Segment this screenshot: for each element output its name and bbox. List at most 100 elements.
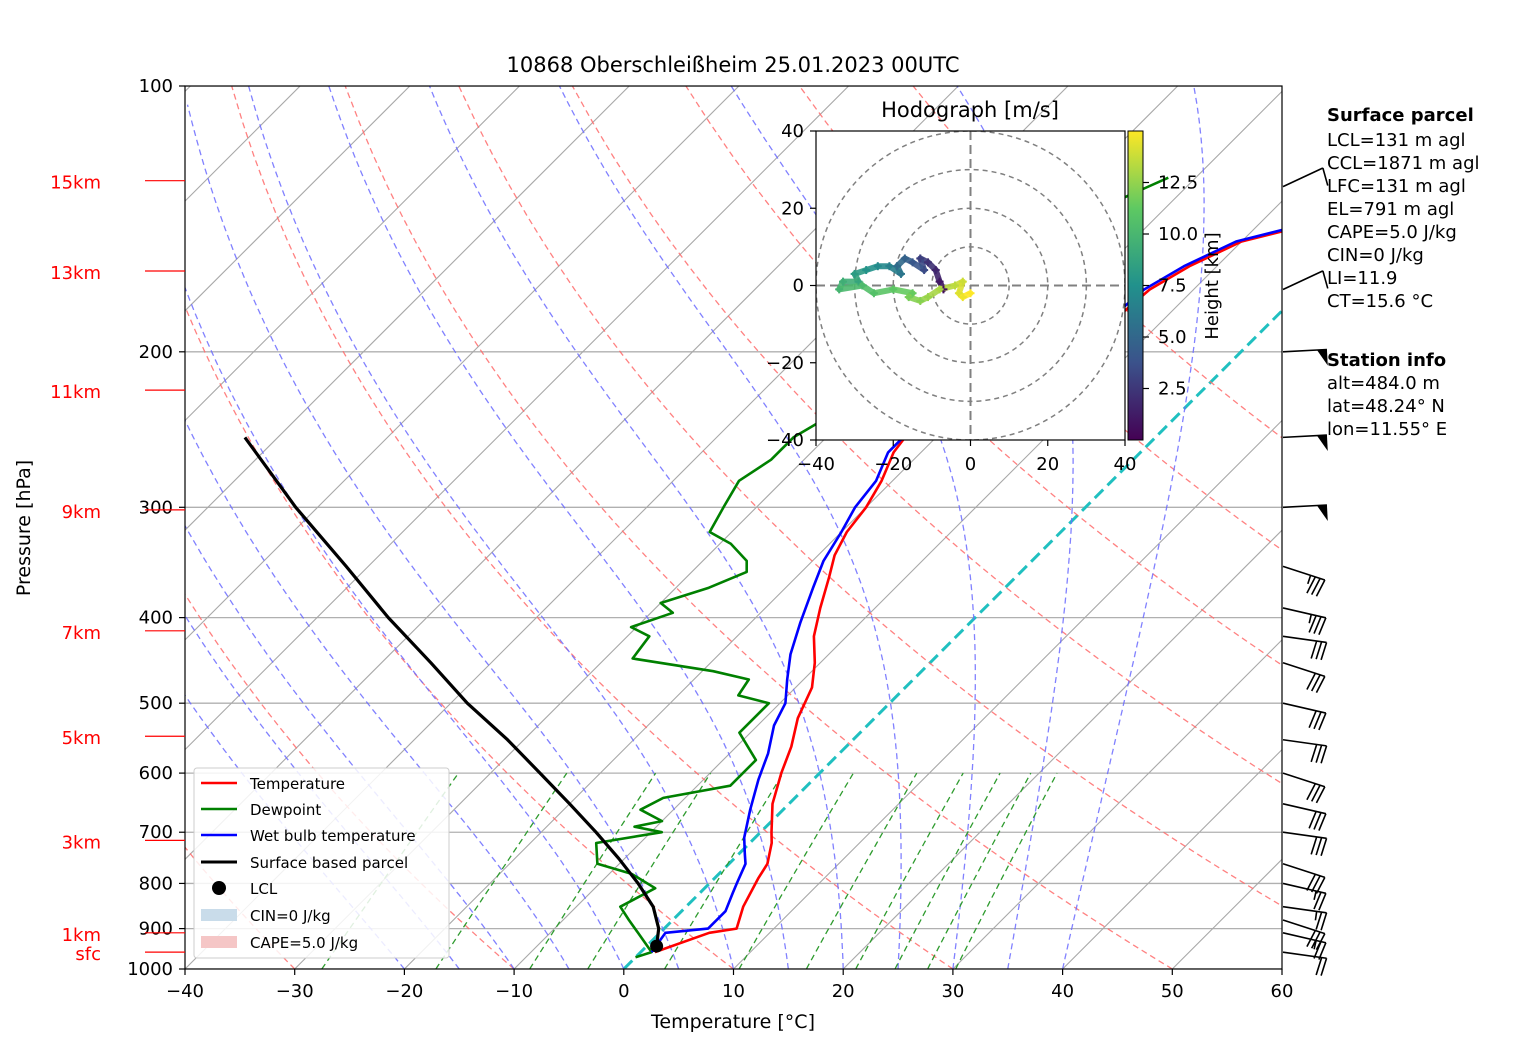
x-tick-label: 50 bbox=[1161, 981, 1184, 1002]
barb-half bbox=[1314, 891, 1316, 900]
barb-full bbox=[1316, 838, 1321, 855]
lcl-marker bbox=[650, 940, 663, 953]
wind-barb bbox=[1283, 505, 1328, 521]
barb-half bbox=[1315, 911, 1316, 920]
surface-el: EL=791 m agl bbox=[1327, 199, 1454, 220]
hodograph-x-tick-label: 40 bbox=[1114, 454, 1137, 475]
y-tick-label: 200 bbox=[139, 342, 173, 363]
legend-label-lcl: LCL bbox=[250, 880, 278, 898]
height-label: 5km bbox=[62, 728, 101, 749]
mixing-ratio-line bbox=[956, 773, 1057, 969]
hodograph-y-tick-label: −20 bbox=[766, 353, 804, 374]
x-axis-label: Temperature [°C] bbox=[650, 1011, 815, 1033]
legend-label-wetbulb: Wet bulb temperature bbox=[250, 827, 416, 845]
y-tick-label: 100 bbox=[139, 76, 173, 97]
barb-staff bbox=[1283, 864, 1325, 878]
x-tick-label: −20 bbox=[385, 981, 423, 1002]
barb-full bbox=[1316, 745, 1321, 762]
mixing-ratio-line bbox=[665, 773, 784, 969]
mixing-ratio-line bbox=[530, 773, 656, 969]
height-label: 11km bbox=[50, 382, 101, 403]
surface-ct: CT=15.6 °C bbox=[1327, 291, 1433, 312]
height-label: 7km bbox=[62, 623, 101, 644]
wind-barb bbox=[1283, 773, 1325, 803]
surface-cape: CAPE=5.0 J/kg bbox=[1327, 222, 1457, 243]
mixing-ratio-line bbox=[436, 773, 567, 969]
mixing-ratio-line bbox=[806, 773, 916, 969]
x-tick-label: 40 bbox=[1051, 981, 1074, 1002]
chart-title: 10868 Oberschleißheim 25.01.2023 00UTC bbox=[507, 53, 960, 77]
hodograph-x-tick-label: −40 bbox=[797, 454, 835, 475]
colorbar-tick-label: 10.0 bbox=[1158, 224, 1198, 245]
wind-barb bbox=[1283, 435, 1328, 451]
surface-cin: CIN=0 J/kg bbox=[1327, 245, 1424, 266]
colorbar bbox=[1128, 131, 1143, 440]
surface-lcl: LCL=131 m agl bbox=[1327, 130, 1466, 151]
height-label: 15km bbox=[50, 173, 101, 194]
surface-ccl: CCL=1871 m agl bbox=[1327, 153, 1480, 174]
height-label: 9km bbox=[62, 502, 101, 523]
hodograph-x-tick-label: 0 bbox=[965, 454, 976, 475]
barb-full bbox=[1316, 958, 1321, 975]
wind-barb bbox=[1283, 271, 1328, 290]
wind-barb bbox=[1283, 566, 1325, 596]
wind-barb bbox=[1283, 168, 1328, 187]
wind-barb bbox=[1283, 740, 1327, 764]
barb-full bbox=[1321, 958, 1326, 975]
x-tick-label: 60 bbox=[1271, 981, 1294, 1002]
info-panel: Surface parcel LCL=131 m agl CCL=1871 m … bbox=[1327, 105, 1480, 440]
mixing-ratio-line bbox=[895, 773, 1000, 969]
x-tick-label: 30 bbox=[941, 981, 964, 1002]
barb-staff bbox=[1283, 636, 1327, 642]
y-tick-label: 500 bbox=[139, 693, 173, 714]
legend-label-temperature: Temperature bbox=[249, 775, 345, 793]
y-axis-label: Pressure [hPa] bbox=[13, 460, 35, 596]
wind-barb bbox=[1283, 663, 1325, 693]
surface-li: LI=11.9 bbox=[1327, 268, 1398, 289]
station-longitude: lon=11.55° E bbox=[1327, 419, 1447, 440]
legend: Temperature Dewpoint Wet bulb temperatur… bbox=[194, 768, 449, 958]
barb-staff bbox=[1283, 608, 1326, 618]
height-label: 3km bbox=[62, 832, 101, 853]
barb-staff bbox=[1283, 663, 1325, 677]
x-tick-label: 0 bbox=[618, 981, 629, 1002]
barb-staff bbox=[1283, 804, 1326, 814]
barb-full bbox=[1311, 744, 1316, 761]
wind-barb bbox=[1283, 804, 1326, 831]
height-label: sfc bbox=[75, 944, 101, 965]
barb-full bbox=[1311, 837, 1316, 854]
wind-barb bbox=[1283, 350, 1328, 366]
wind-barb bbox=[1283, 636, 1327, 660]
hodograph-title: Hodograph [m/s] bbox=[881, 98, 1059, 122]
barb-full bbox=[1311, 641, 1316, 658]
wind-barb bbox=[1283, 608, 1326, 635]
y-tick-label: 800 bbox=[139, 873, 173, 894]
barb-full bbox=[1321, 746, 1326, 763]
barb-staff bbox=[1283, 168, 1323, 187]
x-tick-label: 10 bbox=[722, 981, 745, 1002]
barb-half bbox=[1309, 614, 1311, 623]
legend-marker-lcl bbox=[212, 881, 226, 895]
barb-staff bbox=[1283, 773, 1325, 787]
y-tick-label: 600 bbox=[139, 763, 173, 784]
mixing-ratio-line bbox=[928, 773, 1031, 969]
hodograph-x-tick-label: −20 bbox=[874, 454, 912, 475]
surface-lfc: LFC=131 m agl bbox=[1327, 176, 1466, 197]
hodograph-y-tick-label: 0 bbox=[793, 276, 804, 297]
x-tick-label: −10 bbox=[495, 981, 533, 1002]
legend-swatch-cape bbox=[201, 936, 237, 948]
legend-swatch-cin bbox=[201, 909, 237, 921]
barb-staff bbox=[1283, 566, 1325, 580]
wind-barb bbox=[1283, 832, 1327, 856]
height-label: 13km bbox=[50, 263, 101, 284]
barb-half bbox=[1308, 575, 1311, 584]
wind-barb bbox=[1283, 703, 1326, 730]
legend-label-parcel: Surface based parcel bbox=[250, 854, 408, 872]
x-tick-label: 20 bbox=[832, 981, 855, 1002]
wind-barbs bbox=[1283, 168, 1328, 976]
